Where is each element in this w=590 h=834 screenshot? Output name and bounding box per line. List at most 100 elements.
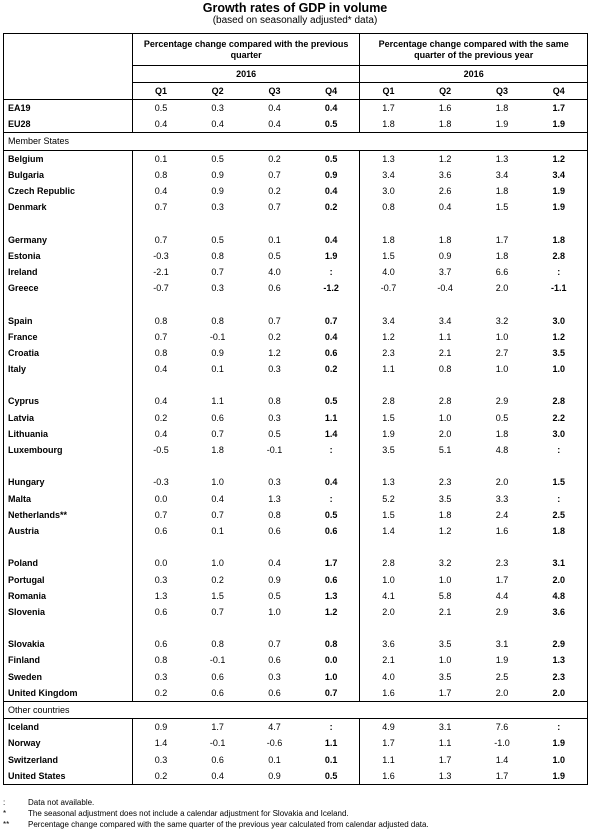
value-cell: -0.1 xyxy=(266,445,283,456)
value-cell: 1.0 xyxy=(495,364,509,375)
value-cell: 3.4 xyxy=(495,169,509,180)
value-cell: 1.0 xyxy=(438,655,452,666)
value-cell: -0.1 xyxy=(209,331,226,342)
value-cell: 1.3 xyxy=(131,587,190,604)
value-cell: 0.8 xyxy=(324,639,338,650)
value-cell: 0.4 xyxy=(131,116,190,134)
table-row: Norway 1.4 -0.1 -0.6 1.1 1.7 1.1 -1.0 1.9 xyxy=(3,735,588,752)
country-name: Luxembourg xyxy=(3,441,133,459)
value-cell: 1.0 xyxy=(530,361,588,378)
value-cell: 1.0 xyxy=(438,412,452,423)
value-cell: 0.6 xyxy=(268,655,281,666)
value-cell: 0.8 xyxy=(359,199,417,216)
country-name: Iceland xyxy=(3,718,133,736)
table-row: Austria 0.6 0.1 0.6 0.6 1.4 1.2 1.6 1.8 xyxy=(3,522,588,540)
quarter-header: Q3 xyxy=(246,82,303,100)
value-cell: 0.1 xyxy=(131,150,190,167)
value-cell: 0.6 xyxy=(324,574,338,585)
value-cell: 0.7 xyxy=(131,506,190,523)
value-cell: 3.4 xyxy=(359,312,417,329)
value-cell: : xyxy=(530,441,588,459)
value-cell: 6.6 xyxy=(495,266,509,277)
value-cell: 0.8 xyxy=(211,315,224,326)
value-cell: 0.6 xyxy=(324,525,338,536)
value-cell: 0.8 xyxy=(211,639,224,650)
value-cell: 3.6 xyxy=(359,636,417,653)
value-cell: 0.4 xyxy=(189,116,247,134)
value-cell: 0.9 xyxy=(211,186,224,197)
value-cell: 2.4 xyxy=(495,509,509,520)
value-cell: 3.4 xyxy=(530,166,588,183)
value-cell: 1.5 xyxy=(495,202,509,213)
quarter-header: Q4 xyxy=(530,82,588,100)
value-cell: 4.9 xyxy=(359,718,417,736)
value-cell: 0.6 xyxy=(268,283,281,294)
value-cell: 3.5 xyxy=(359,441,417,459)
value-cell: 1.1 xyxy=(324,738,338,749)
value-cell: 1.9 xyxy=(530,199,588,216)
quarter-header: Q4 xyxy=(302,82,360,100)
value-cell: 0.7 xyxy=(302,684,360,702)
footnote-symbol: ** xyxy=(3,820,10,829)
table-row: Czech Republic 0.4 0.9 0.2 0.4 3.0 2.6 1.8 1.9 xyxy=(3,182,588,200)
table-row: Hungary -0.3 1.0 0.3 0.4 1.3 2.3 2.0 1.5 xyxy=(3,474,588,491)
value-cell: 0.1 xyxy=(211,364,224,375)
country-name: Spain xyxy=(3,312,133,329)
value-cell: 0.2 xyxy=(324,202,338,213)
table-row: Malta 0.0 0.4 1.3: 5.2 3.5 3.3: xyxy=(3,490,588,507)
value-cell: 4.8 xyxy=(495,445,509,456)
value-cell: 0.3 xyxy=(131,751,190,768)
value-cell: 1.7 xyxy=(438,754,452,765)
table-row: Greece -0.7 0.3 0.6 -1.2 -0.7 -0.4 2.0 -1.1 xyxy=(3,280,588,297)
value-cell: 1.2 xyxy=(438,153,452,164)
value-cell: 2.8 xyxy=(530,393,588,410)
value-cell: 1.7 xyxy=(211,722,224,733)
value-cell: 1.5 xyxy=(359,247,417,264)
value-cell: 1.0 xyxy=(268,606,281,617)
value-cell: 3.5 xyxy=(530,344,588,361)
value-cell: 0.8 xyxy=(131,652,190,669)
country-name: Portugal xyxy=(3,571,133,588)
value-cell: 0.9 xyxy=(324,169,338,180)
value-cell: -0.3 xyxy=(131,247,190,264)
footnote-text: Data not available. xyxy=(28,798,95,807)
value-cell: 1.1 xyxy=(438,331,452,342)
value-cell: 0.2 xyxy=(131,767,190,785)
value-cell: 0.4 xyxy=(268,103,281,114)
value-cell: 0.1 xyxy=(268,234,281,245)
value-cell: 1.7 xyxy=(359,99,417,117)
value-cell: 1.0 xyxy=(438,574,452,585)
value-cell: 1.6 xyxy=(438,103,452,114)
value-cell: 1.7 xyxy=(416,684,474,702)
value-cell: 0.6 xyxy=(131,522,190,540)
value-cell: 1.1 xyxy=(359,361,417,378)
value-cell: 0.4 xyxy=(324,234,338,245)
value-cell: 1.7 xyxy=(495,574,509,585)
value-cell: 1.6 xyxy=(359,684,417,702)
value-cell: 0.5 xyxy=(211,234,224,245)
value-cell: 0.3 xyxy=(268,364,281,375)
value-cell: 0.5 xyxy=(324,509,338,520)
value-cell: -1.1 xyxy=(530,280,588,297)
value-cell: 1.8 xyxy=(438,234,452,245)
country-name: Italy xyxy=(3,361,133,378)
value-cell: 1.1 xyxy=(438,738,452,749)
value-cell: 3.4 xyxy=(359,166,417,183)
value-cell: 0.1 xyxy=(268,754,281,765)
country-name: Latvia xyxy=(3,409,133,426)
value-cell: 0.7 xyxy=(268,202,281,213)
value-cell: 0.4 xyxy=(131,361,190,378)
value-cell: 1.8 xyxy=(211,445,224,456)
value-cell: 0.4 xyxy=(268,558,281,569)
country-name: EU28 xyxy=(3,116,133,134)
value-cell: -1.0 xyxy=(494,738,510,749)
value-cell: 2.5 xyxy=(530,506,588,523)
value-cell: 0.5 xyxy=(268,250,281,261)
value-cell: 1.4 xyxy=(359,522,417,540)
value-cell: 0.7 xyxy=(131,328,190,345)
value-cell: 0.8 xyxy=(438,364,452,375)
left-group-header: Percentage change compared with the prev… xyxy=(131,33,360,66)
value-cell: 1.5 xyxy=(359,506,417,523)
value-cell: : xyxy=(329,493,333,504)
value-cell: 1.7 xyxy=(473,767,531,785)
